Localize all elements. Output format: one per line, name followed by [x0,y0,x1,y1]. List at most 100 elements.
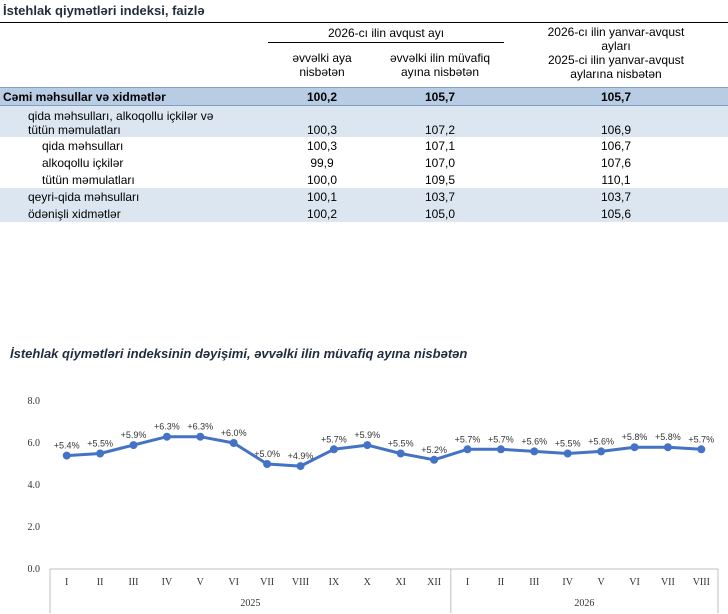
data-label: +6.3% [154,422,180,432]
row-value: 100,3 [268,105,376,137]
row-label-line2: tütün məmulatları [28,123,121,137]
x-tick-label: V [597,577,605,588]
data-point [162,432,171,441]
data-point [597,447,606,456]
data-label: +5.5% [388,439,414,449]
data-label: +6.3% [187,422,213,432]
cpi-line-chart: 0.02.04.06.08.0I II III IV V VI VII VIII IX X XI XI… [28,396,719,613]
data-label: +5.9% [354,430,380,440]
data-label: +5.5% [555,439,581,449]
header-corner [0,22,268,43]
series-line [66,435,702,468]
year-label: 2025 [240,598,260,609]
x-tick-label: X [364,577,372,588]
row-value: 107,6 [600,155,632,170]
header-group-august: 2026-cı ilin avqust ayı [268,22,504,43]
x-tick-label: IV [162,577,173,588]
header-row-1: 2026-cı ilin avqust ayı 2026-cı ilin yan… [0,22,728,88]
data-label: +5.8% [622,432,648,442]
table-row: qeyri-qida məhsulları 100,1 103,7 103,7 [0,188,728,205]
row-value: 100,1 [268,188,376,205]
row-value: 107,1 [424,138,456,153]
x-tick-label: VI [629,577,640,588]
data-point [530,447,539,456]
y-tick-label: 0.0 [28,564,41,575]
row-value: 103,7 [376,188,504,205]
header-jan-aug-line3: 2025-ci ilin yanvar-avqust [547,53,685,67]
data-label: +5.7% [488,434,514,444]
data-label: +5.5% [87,439,113,449]
row-value: 105,0 [376,205,504,222]
x-tick-label: I [65,577,68,588]
row-label: Cəmi məhsullar və xidmətlər [0,87,268,106]
row-value: 103,7 [504,188,728,205]
header-jan-aug-line4: aylarına nisbətən [570,67,662,81]
row-label: ödənişli xidmətlər [0,205,268,222]
x-tick-label: VI [228,577,239,588]
x-tick-label: VII [661,577,675,588]
x-tick-label: I [466,577,469,588]
data-point [396,449,405,458]
y-tick-label: 2.0 [28,522,41,533]
x-tick-label: VIII [292,577,309,588]
y-tick-label: 6.0 [28,438,41,449]
year-label: 2026 [574,598,594,609]
header-jan-aug: 2026-cı ilin yanvar-avqust ayları 2025-c… [504,22,728,88]
x-tick-label: XII [427,577,441,588]
y-tick-label: 4.0 [28,480,41,491]
data-label: +5.8% [655,432,681,442]
data-point [363,441,372,450]
x-tick-label: VII [260,577,274,588]
row-value: 105,7 [504,87,728,106]
data-point [62,451,71,460]
row-value: 99,9 [310,155,334,170]
data-label: +5.4% [54,441,80,451]
header-prev-month: əvvəlki aya nisbətən [268,43,376,88]
header-blank [0,43,268,88]
data-point [430,455,439,464]
data-point [329,445,338,454]
header-row-2: əvvəlki aya nisbətən əvvəlki ilin müvafi… [0,43,728,88]
data-point [129,441,138,450]
x-tick-label: IX [329,577,340,588]
data-label: +6.0% [221,428,247,438]
data-point [96,449,105,458]
table-row: Cəmi məhsullar və xidmətlər 100,2 105,7 … [0,87,728,106]
cpi-table: 2026-cı ilin avqust ayı 2026-cı ilin yan… [0,22,728,222]
header-prev-year-line2: ayına nisbətən [400,65,480,79]
data-label: +4.9% [288,451,314,461]
row-value: 100,2 [268,205,376,222]
x-tick-label: III [529,577,539,588]
data-point [563,449,572,458]
row-value: 105,6 [504,205,728,222]
data-point [630,443,639,452]
x-tick-label: VIII [693,577,710,588]
data-point [296,462,305,471]
data-label: +5.6% [588,436,614,446]
table-row: alkoqollu içkilər 99,9 107,0 107,6 [0,154,728,171]
data-label: +5.2% [421,445,447,455]
table-row: qida məhsulları, alkoqollu içkilər və tü… [0,105,728,137]
row-value: 109,5 [424,172,456,187]
row-label: qida məhsulları [42,138,124,153]
data-label: +5.9% [121,430,147,440]
data-point [463,445,472,454]
header-prev-month-line1: əvvəlki aya [292,51,352,65]
data-label: +5.6% [521,436,547,446]
row-value: 100,2 [268,87,376,106]
header-prev-year-line1: əvvəlki ilin müvafiq [389,51,491,65]
row-value: 107,2 [376,105,504,137]
table-row: ödənişli xidmətlər 100,2 105,0 105,6 [0,205,728,222]
row-label: qeyri-qida məhsulları [0,188,268,205]
x-tick-label: XI [395,577,406,588]
x-tick-label: V [197,577,205,588]
data-point [697,445,706,454]
x-tick-label: II [97,577,104,588]
row-label-line1: qida məhsulları, alkoqollu içkilər və [28,109,214,123]
table-row: tütün məmulatları 100,0 109,5 110,1 [0,171,728,188]
row-value: 105,7 [376,87,504,106]
row-value: 100,3 [306,138,338,153]
data-label: +5.7% [688,434,714,444]
row-value: 110,1 [601,172,631,187]
data-point [263,460,272,468]
